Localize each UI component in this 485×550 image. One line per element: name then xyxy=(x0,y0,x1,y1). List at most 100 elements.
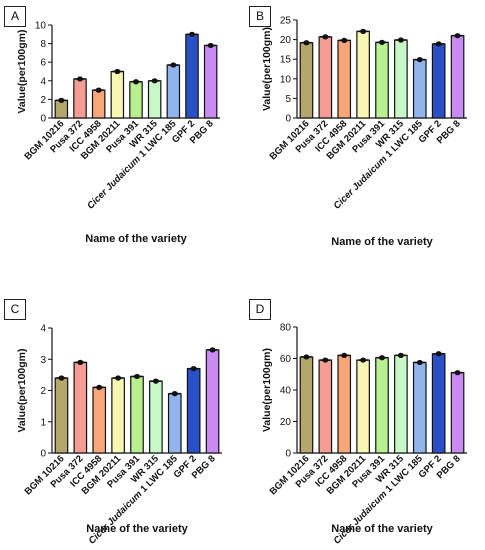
mean-marker xyxy=(170,62,177,68)
mean-marker xyxy=(341,37,348,43)
x-axis-title: Name of the variety xyxy=(331,236,433,248)
panel-b: 0 5 10 15 20 25 Value(per100gm) BGM 10216 Pusa 3… xyxy=(243,0,485,275)
bar xyxy=(412,361,427,454)
y-tick-label: 4 xyxy=(40,324,46,335)
mean-marker xyxy=(77,76,83,82)
y-tick-label: 80 xyxy=(280,323,292,334)
mean-marker xyxy=(416,56,423,63)
bar xyxy=(54,99,69,119)
bar xyxy=(318,359,333,454)
bar xyxy=(450,35,465,119)
mean-marker xyxy=(303,40,310,46)
panel-label-d: D xyxy=(249,299,271,320)
y-axis-title: Value(per100gm) xyxy=(261,348,273,432)
bar xyxy=(110,70,125,119)
mean-marker xyxy=(96,384,103,390)
bar xyxy=(337,354,352,454)
y-tick-label: 20 xyxy=(280,417,292,428)
bar xyxy=(149,380,163,454)
bar xyxy=(394,354,408,454)
panel-label-a: A xyxy=(4,6,26,27)
y-tick-label: 1 xyxy=(40,417,46,428)
bar xyxy=(73,78,87,119)
bar xyxy=(394,39,408,119)
mean-marker xyxy=(435,351,442,357)
mean-marker xyxy=(397,37,404,43)
y-tick-label: 10 xyxy=(35,21,47,32)
bar xyxy=(431,43,446,119)
bar xyxy=(356,30,370,119)
mean-marker xyxy=(189,31,195,37)
mean-marker xyxy=(58,97,65,103)
bar xyxy=(92,386,107,454)
bar xyxy=(412,58,427,119)
mean-marker xyxy=(454,370,461,376)
mean-marker xyxy=(171,391,178,397)
y-tick-label: 0 xyxy=(40,114,46,125)
x-axis-title: Name of the variety xyxy=(86,523,188,535)
mean-marker xyxy=(95,87,102,93)
bar xyxy=(356,359,370,454)
bar xyxy=(299,42,314,119)
bar xyxy=(167,393,182,454)
bar xyxy=(186,368,201,454)
mean-marker xyxy=(133,79,139,85)
y-tick-label: 0 xyxy=(285,114,291,125)
y-tick-label: 0 xyxy=(40,449,46,460)
mean-marker xyxy=(190,366,197,372)
mean-marker xyxy=(322,357,329,363)
panel-c: 0 1 2 3 4 Value(per100gm) BGM 10216 Pusa 372 ICC… xyxy=(0,275,242,550)
y-tick-label: 4 xyxy=(40,76,46,87)
mean-marker xyxy=(435,41,442,47)
mean-marker xyxy=(360,357,367,363)
bar xyxy=(73,361,88,454)
mean-marker xyxy=(209,347,216,353)
mean-marker xyxy=(303,354,310,360)
mean-marker xyxy=(416,359,423,366)
mean-marker xyxy=(360,28,367,34)
bar xyxy=(129,81,143,119)
mean-marker xyxy=(341,352,348,358)
mean-marker xyxy=(322,34,329,40)
mean-marker xyxy=(114,68,121,75)
y-tick-label: 40 xyxy=(280,386,292,397)
x-axis-title: Name of the variety xyxy=(85,233,187,245)
bar xyxy=(318,36,333,119)
y-tick-label: 2 xyxy=(40,386,46,397)
mean-marker xyxy=(58,375,65,381)
bar xyxy=(375,41,389,119)
y-tick-label: 8 xyxy=(40,39,46,50)
mean-marker xyxy=(77,359,84,365)
bar xyxy=(111,377,125,454)
panel-label-c: C xyxy=(4,299,26,320)
bar xyxy=(54,377,69,454)
bar xyxy=(147,80,162,119)
mean-marker xyxy=(115,375,122,381)
y-tick-label: 0 xyxy=(285,449,291,460)
y-tick-label: 15 xyxy=(280,55,292,66)
bar xyxy=(185,33,199,119)
mean-marker xyxy=(379,355,385,361)
mean-marker xyxy=(207,42,214,49)
y-tick-label: 10 xyxy=(280,74,292,85)
bar xyxy=(166,64,181,119)
y-axis-title: Value(per100gm) xyxy=(16,29,28,113)
y-tick-label: 60 xyxy=(280,354,292,365)
panel-d: 0 20 40 60 80 Value(per100gm) BGM 10216 Pusa 37… xyxy=(243,275,485,550)
x-axis-title: Name of the variety xyxy=(331,523,433,535)
panel-label-b: B xyxy=(249,6,271,27)
bar xyxy=(205,349,220,454)
mean-marker xyxy=(379,39,385,45)
y-tick-label: 5 xyxy=(285,94,291,105)
y-axis-title: Value(per100gm) xyxy=(16,348,28,432)
mean-marker xyxy=(397,352,404,358)
bar xyxy=(203,44,218,119)
bar xyxy=(299,356,314,454)
bar xyxy=(337,39,352,119)
panel-a: 0 2 4 6 8 10 Value(per100gm) BGM 10216 Pusa 372 I… xyxy=(0,0,242,275)
